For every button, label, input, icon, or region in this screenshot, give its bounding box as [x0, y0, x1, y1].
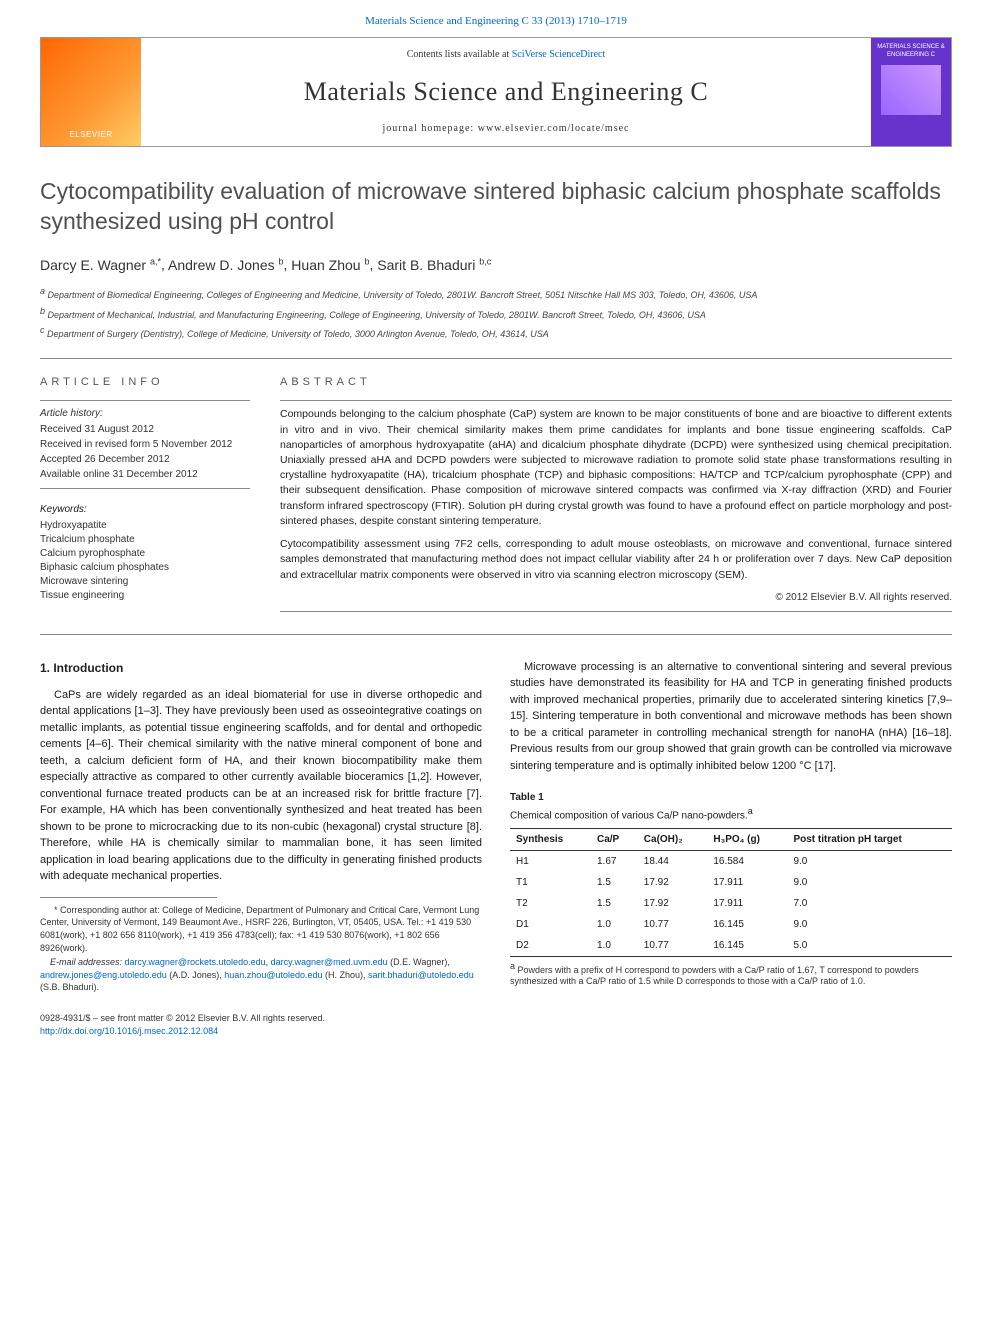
article-info-row: ARTICLE INFO Article history: Received 3…: [40, 375, 952, 618]
table-row: H11.6718.4416.5849.0: [510, 850, 952, 872]
author: Darcy E. Wagner a,*: [40, 257, 161, 273]
journal-title: Materials Science and Engineering C: [153, 74, 859, 110]
table-label: Table 1: [510, 790, 952, 805]
author-list: Darcy E. Wagner a,*, Andrew D. Jones b, …: [40, 255, 952, 275]
journal-header: ELSEVIER Contents lists available at Sci…: [40, 37, 952, 147]
section-heading: 1. Introduction: [40, 659, 482, 677]
publisher-logo: ELSEVIER: [41, 38, 141, 146]
cover-image: [881, 65, 941, 115]
email-link[interactable]: darcy.wagner@rockets.utoledo.edu: [125, 957, 266, 967]
history-line: Available online 31 December 2012: [40, 468, 250, 482]
issn-doi-block: 0928-4931/$ – see front matter © 2012 El…: [40, 1012, 482, 1039]
footnotes: * Corresponding author at: College of Me…: [40, 904, 482, 994]
email-link[interactable]: sarit.bhaduri@utoledo.edu: [368, 970, 474, 980]
abstract-heading: ABSTRACT: [280, 375, 952, 390]
contents-list-line: Contents lists available at SciVerse Sci…: [153, 48, 859, 62]
affiliation: c Department of Surgery (Dentistry), Col…: [40, 324, 952, 342]
history-line: Accepted 26 December 2012: [40, 453, 250, 467]
body-columns: 1. Introduction CaPs are widely regarded…: [40, 659, 952, 1039]
divider: [40, 634, 952, 635]
journal-cover-thumbnail: MATERIALS SCIENCE & ENGINEERING C: [871, 38, 951, 146]
abstract-text: Compounds belonging to the calcium phosp…: [280, 407, 952, 582]
header-center: Contents lists available at SciVerse Sci…: [141, 38, 871, 146]
body-paragraph: Microwave processing is an alternative t…: [510, 659, 952, 775]
table-row: D11.010.7716.1459.0: [510, 914, 952, 935]
sciencedirect-link[interactable]: SciVerse ScienceDirect: [512, 49, 606, 60]
history-line: Received in revised form 5 November 2012: [40, 438, 250, 452]
corresponding-author-note: * Corresponding author at: College of Me…: [40, 904, 482, 954]
email-link[interactable]: darcy.wagner@med.uvm.edu: [271, 957, 388, 967]
author: Sarit B. Bhaduri b,c: [377, 257, 491, 273]
affiliation: b Department of Mechanical, Industrial, …: [40, 305, 952, 323]
history-line: Received 31 August 2012: [40, 423, 250, 437]
table-row: T21.517.9217.9117.0: [510, 893, 952, 914]
table-row: D21.010.7716.1455.0: [510, 935, 952, 957]
author: Andrew D. Jones b: [168, 257, 284, 273]
keyword: Tissue engineering: [40, 589, 250, 603]
author: Huan Zhou b: [291, 257, 369, 273]
footnote-separator: [40, 897, 217, 898]
email-addresses: E-mail addresses: darcy.wagner@rockets.u…: [40, 956, 482, 994]
article-info-block: ARTICLE INFO Article history: Received 3…: [40, 375, 250, 618]
keywords-label: Keywords:: [40, 503, 250, 517]
journal-homepage-line: journal homepage: www.elsevier.com/locat…: [153, 122, 859, 136]
affiliation: a Department of Biomedical Engineering, …: [40, 285, 952, 303]
table-header-row: Synthesis Ca/P Ca(OH)₂ H₃PO₄ (g) Post ti…: [510, 828, 952, 850]
keyword: Tricalcium phosphate: [40, 533, 250, 547]
keyword: Microwave sintering: [40, 575, 250, 589]
table: Synthesis Ca/P Ca(OH)₂ H₃PO₄ (g) Post ti…: [510, 828, 952, 957]
journal-citation-link[interactable]: Materials Science and Engineering C 33 (…: [0, 0, 992, 37]
publisher-name: ELSEVIER: [69, 129, 112, 140]
table-footnote: a Powders with a prefix of H correspond …: [510, 961, 952, 988]
table-row: T11.517.9217.9119.0: [510, 872, 952, 893]
left-column: 1. Introduction CaPs are widely regarded…: [40, 659, 482, 1039]
article-info-heading: ARTICLE INFO: [40, 375, 250, 390]
table-1: Table 1 Chemical composition of various …: [510, 790, 952, 988]
table-caption: Chemical composition of various Ca/P nan…: [510, 805, 952, 823]
issn-line: 0928-4931/$ – see front matter © 2012 El…: [40, 1012, 482, 1026]
email-link[interactable]: andrew.jones@eng.utoledo.edu: [40, 970, 167, 980]
abstract-copyright: © 2012 Elsevier B.V. All rights reserved…: [280, 591, 952, 605]
doi-link[interactable]: http://dx.doi.org/10.1016/j.msec.2012.12…: [40, 1026, 218, 1036]
body-paragraph: CaPs are widely regarded as an ideal bio…: [40, 687, 482, 885]
email-link[interactable]: huan.zhou@utoledo.edu: [224, 970, 322, 980]
article-title: Cytocompatibility evaluation of microwav…: [40, 177, 952, 237]
affiliations: a Department of Biomedical Engineering, …: [40, 285, 952, 342]
keyword: Hydroxyapatite: [40, 519, 250, 533]
right-column: Microwave processing is an alternative t…: [510, 659, 952, 1039]
divider: [40, 358, 952, 359]
abstract-block: ABSTRACT Compounds belonging to the calc…: [280, 375, 952, 618]
history-label: Article history:: [40, 407, 250, 421]
keyword: Calcium pyrophosphate: [40, 547, 250, 561]
keyword: Biphasic calcium phosphates: [40, 561, 250, 575]
homepage-url: www.elsevier.com/locate/msec: [478, 123, 630, 134]
